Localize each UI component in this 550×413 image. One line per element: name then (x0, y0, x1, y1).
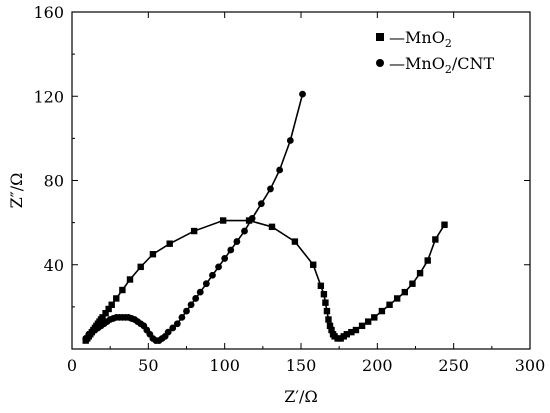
data-point-square (432, 236, 439, 243)
y-tick-label: 160 (33, 3, 64, 22)
x-tick-label: 300 (515, 356, 546, 375)
data-point-square (441, 221, 448, 228)
data-point-circle (299, 90, 306, 98)
data-point-circle (169, 324, 177, 332)
data-point-square (343, 331, 350, 338)
data-point-square (291, 238, 299, 245)
legend-label: —MnO2 (389, 28, 452, 50)
data-point-circle (187, 301, 195, 309)
legend-marker-circle (376, 59, 384, 67)
x-tick-label: 200 (362, 356, 393, 375)
data-point-circle (227, 246, 235, 254)
x-tick-label: 250 (438, 356, 469, 375)
data-point-square (310, 261, 317, 268)
data-point-square (424, 257, 431, 264)
data-point-square (348, 328, 355, 336)
legend-label: —MnO2/CNT (389, 54, 494, 76)
data-point-square (105, 305, 112, 313)
data-point-square (149, 251, 157, 258)
data-point-circle (276, 166, 284, 174)
data-point-circle (164, 328, 172, 336)
data-point-circle (215, 263, 222, 271)
data-point-circle (183, 307, 190, 315)
data-point-circle (209, 271, 216, 279)
x-tick-label: 50 (138, 356, 158, 375)
data-point-circle (178, 314, 186, 321)
data-point-square (358, 322, 366, 330)
data-point-square (126, 276, 134, 283)
x-tick-label: 100 (209, 356, 240, 375)
y-axis-title: Z″/Ω (7, 173, 26, 209)
data-point-circle (192, 295, 200, 302)
data-point-circle (233, 238, 241, 245)
data-point-square (409, 280, 416, 287)
data-point-square (401, 288, 409, 296)
data-point-square (268, 223, 276, 231)
data-point-square (99, 314, 106, 321)
data-point-circle (267, 185, 274, 193)
data-point-square (328, 326, 335, 334)
data-point-square (386, 301, 393, 308)
data-point-square (323, 307, 331, 315)
data-point-square (219, 217, 227, 224)
data-point-square (416, 269, 424, 277)
data-point-circle (286, 137, 294, 144)
data-point-square (317, 282, 325, 290)
data-point-circle (221, 255, 229, 262)
data-point-square (364, 318, 372, 325)
legend-marker-square (376, 33, 384, 41)
y-tick-label: 40 (44, 256, 64, 275)
data-point-square (371, 314, 378, 321)
series-mno2 (82, 217, 448, 344)
data-point-square (393, 295, 401, 302)
data-point-circle (248, 215, 256, 222)
data-point-circle (173, 320, 181, 328)
data-point-circle (196, 288, 204, 296)
legend-item: —MnO2/CNT (376, 54, 494, 76)
y-tick-label: 120 (33, 87, 64, 106)
x-axis-title: Z′/Ω (284, 387, 317, 406)
data-point-square (352, 326, 360, 334)
data-point-circle (257, 200, 265, 208)
data-point-circle (202, 280, 210, 288)
legend: —MnO2 —MnO2/CNT (376, 28, 494, 76)
legend-item: —MnO2 (376, 28, 452, 50)
data-point-square (108, 301, 115, 308)
data-point-square (137, 263, 144, 271)
data-point-square (378, 307, 386, 315)
data-point-circle (241, 227, 248, 235)
data-point-square (166, 240, 173, 247)
x-tick-label: 0 (67, 356, 77, 375)
data-point-square (320, 291, 328, 298)
data-point-square (119, 286, 126, 294)
data-point-square (113, 295, 120, 302)
data-point-square (102, 309, 109, 317)
data-point-square (322, 299, 329, 306)
ticks: 0 50 100 150 200 250 300 40 80 120 160 (33, 3, 545, 375)
x-tick-label: 150 (286, 356, 317, 375)
data-point-square (326, 322, 334, 330)
data-point-square (325, 316, 332, 323)
data-point-square (245, 217, 253, 224)
series-layer (82, 90, 448, 344)
data-point-square (190, 227, 198, 235)
y-tick-label: 80 (44, 172, 64, 191)
series-mno2-cnt (82, 90, 306, 344)
